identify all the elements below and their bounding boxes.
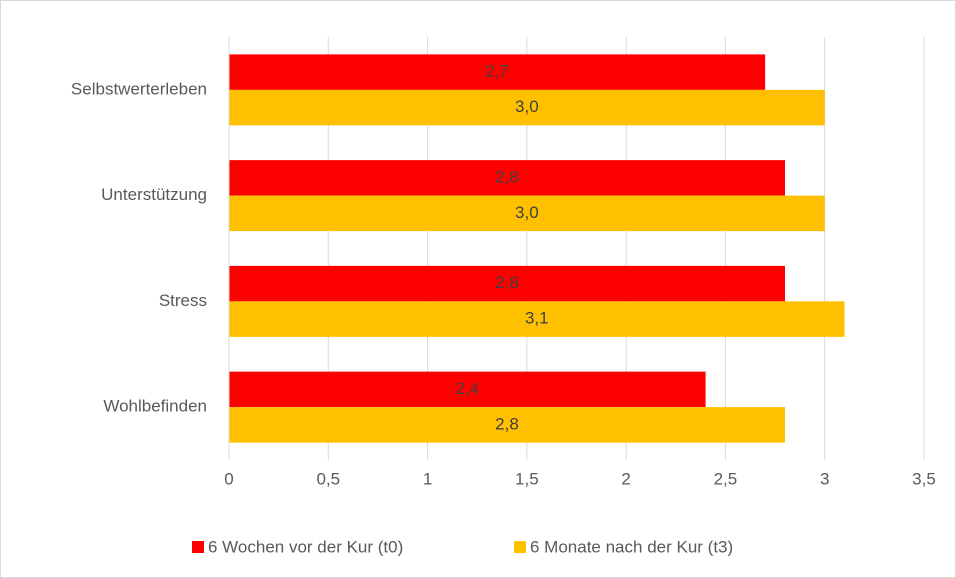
- x-tick-label: 2: [621, 469, 630, 488]
- value-label: 2,4: [455, 379, 479, 398]
- y-tick-label: Unterstützung: [101, 185, 207, 204]
- x-tick-label: 3,5: [912, 469, 936, 488]
- x-tick-label: 1: [423, 469, 432, 488]
- bar: [229, 89, 825, 126]
- bar: [229, 265, 785, 302]
- bar: [229, 407, 785, 443]
- value-label: 2,8: [495, 167, 519, 186]
- bar: [229, 160, 785, 196]
- value-label: 3,1: [525, 309, 549, 328]
- value-label: 2,8: [495, 273, 519, 292]
- y-tick-label: Wohlbefinden: [103, 397, 207, 416]
- x-tick-label: 1,5: [515, 469, 539, 488]
- x-tick-label: 2,5: [714, 469, 738, 488]
- legend-label: 6 Wochen vor der Kur (t0): [208, 537, 403, 556]
- value-label: 2,8: [495, 414, 519, 433]
- y-tick-label: Stress: [159, 291, 207, 310]
- bar: [229, 195, 825, 232]
- legend-swatch: [192, 541, 204, 553]
- x-tick-label: 0,5: [316, 469, 340, 488]
- bar: [229, 371, 706, 408]
- y-tick-label: Selbstwerterleben: [71, 79, 207, 98]
- x-tick-label: 3: [820, 469, 829, 488]
- value-label: 2,7: [485, 62, 509, 81]
- x-tick-label: 0: [224, 469, 233, 488]
- legend-label: 6 Monate nach der Kur (t3): [530, 537, 733, 556]
- value-label: 3,0: [515, 203, 539, 222]
- value-label: 3,0: [515, 97, 539, 116]
- bar: [229, 54, 766, 90]
- bar: [229, 301, 845, 337]
- legend-swatch: [514, 541, 526, 553]
